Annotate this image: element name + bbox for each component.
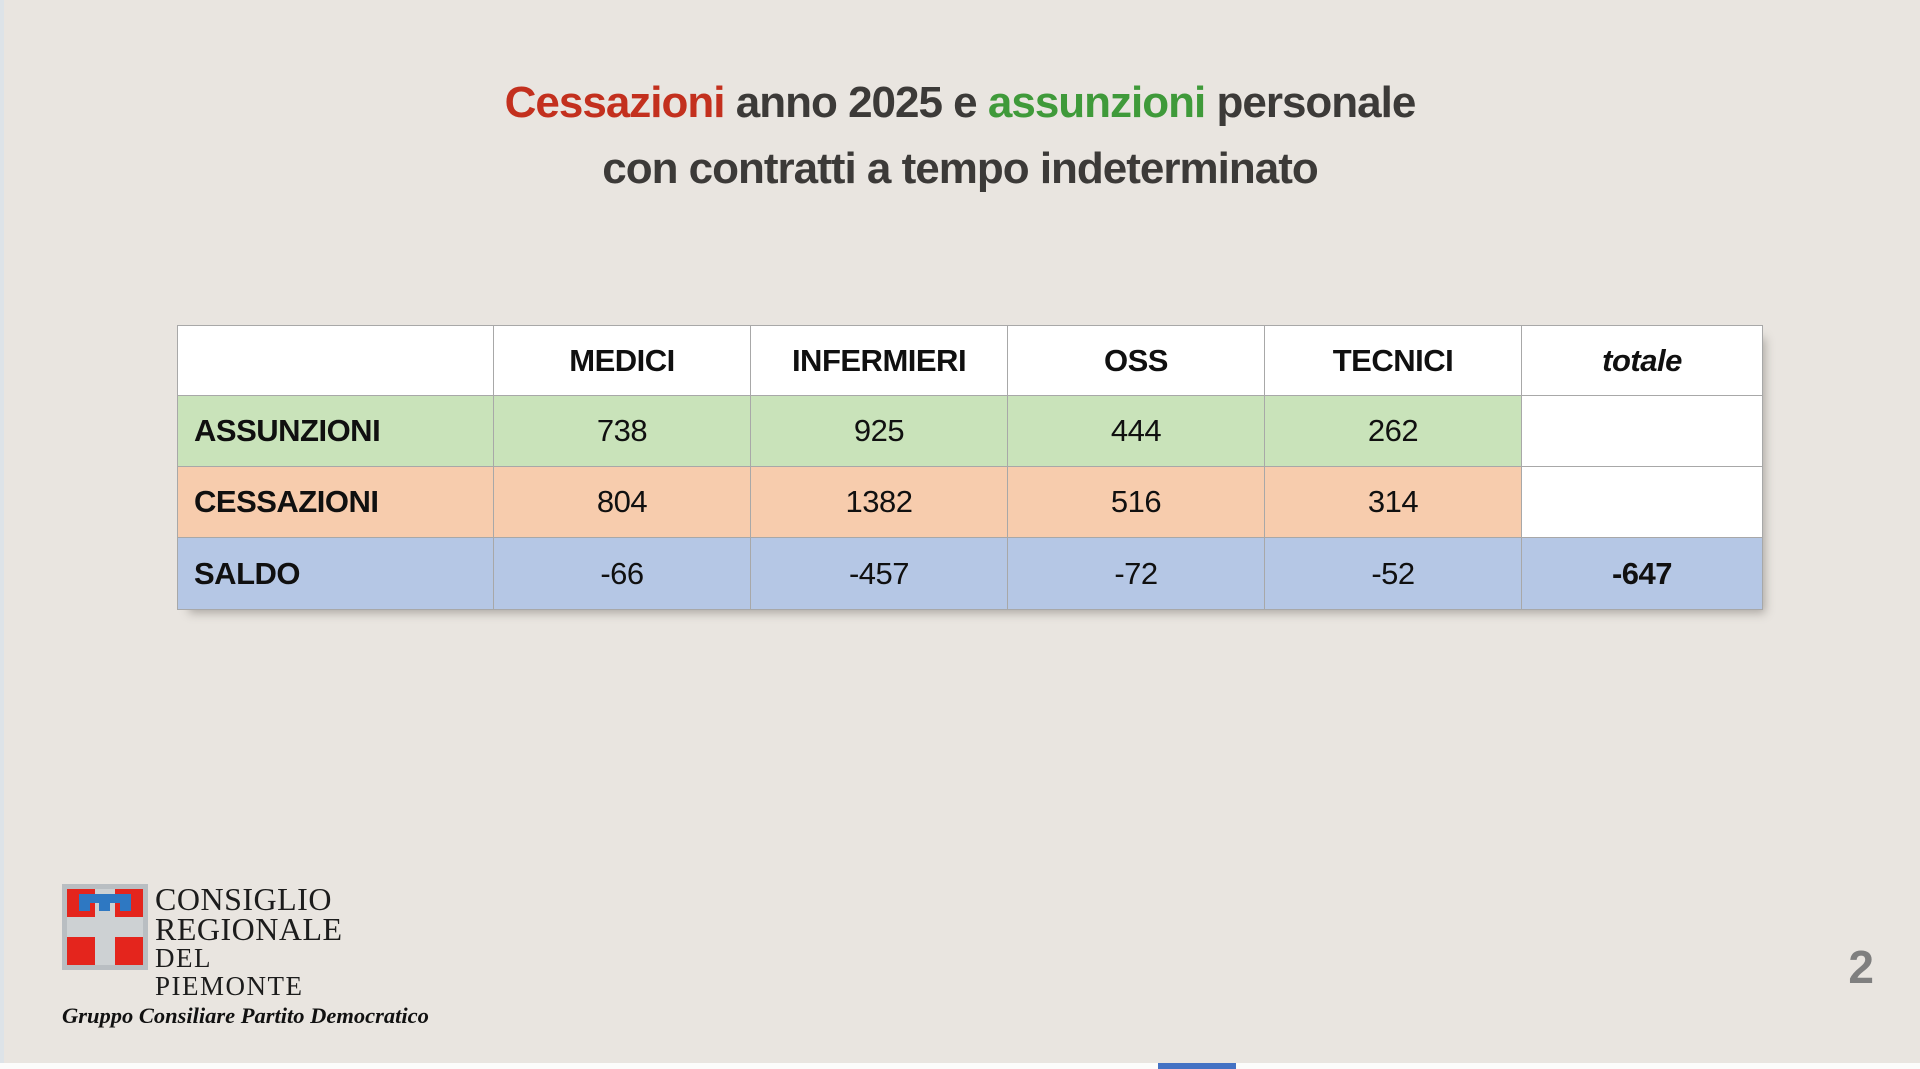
col-header-empty xyxy=(178,326,494,396)
saldo-tecnici-value: -52 xyxy=(1265,538,1522,609)
logo-name-line3: DEL PIEMONTE xyxy=(155,943,304,1001)
logo-group-subtitle: Gruppo Consiliare Partito Democratico xyxy=(62,1003,429,1028)
title-middle-text: anno 2025 e xyxy=(724,78,988,127)
saldo-infermieri-value: -457 xyxy=(751,538,1008,609)
col-header-medici: MEDICI xyxy=(494,326,751,396)
logo-institution-name: CONSIGLIO REGIONALE DEL PIEMONTE xyxy=(155,881,362,1001)
saldo-oss-value: -72 xyxy=(1008,538,1265,609)
piemonte-coat-of-arms-icon xyxy=(62,884,148,970)
cessazioni-totale-value xyxy=(1522,467,1762,538)
consiglio-regionale-logo: CONSIGLIO REGIONALE DEL PIEMONTE Gruppo … xyxy=(62,881,429,1029)
assunzioni-infermieri-value: 925 xyxy=(751,396,1008,467)
slide-title-line2: con contratti a tempo indeterminato xyxy=(602,144,1319,193)
logo-top-block: CONSIGLIO REGIONALE DEL PIEMONTE xyxy=(62,881,362,1001)
assunzioni-medici-value: 738 xyxy=(494,396,751,467)
slide-page-number: 2 xyxy=(1848,941,1874,993)
slide-title: Cessazioni anno 2025 e assunzioni person… xyxy=(0,70,1920,202)
col-header-oss: OSS xyxy=(1008,326,1265,396)
assunzioni-oss-value: 444 xyxy=(1008,396,1265,467)
horizontal-scrollbar-thumb[interactable] xyxy=(1158,1063,1236,1069)
slide-bottom-edge xyxy=(0,1063,1920,1069)
title-word-cessazioni: Cessazioni xyxy=(504,78,726,127)
row-label-saldo: SALDO xyxy=(178,538,494,609)
assunzioni-totale-value xyxy=(1522,396,1762,467)
title-end-text: personale xyxy=(1205,78,1416,127)
col-header-tecnici: TECNICI xyxy=(1265,326,1522,396)
row-label-assunzioni: ASSUNZIONI xyxy=(178,396,494,467)
assunzioni-tecnici-value: 262 xyxy=(1265,396,1522,467)
cessazioni-infermieri-value: 1382 xyxy=(751,467,1008,538)
saldo-totale-value: -647 xyxy=(1522,538,1762,609)
col-header-totale: totale xyxy=(1522,326,1762,396)
title-word-assunzioni: assunzioni xyxy=(987,78,1206,127)
col-header-infermieri: INFERMIERI xyxy=(751,326,1008,396)
logo-name-line1: CONSIGLIO xyxy=(155,881,332,917)
data-table: MEDICI INFERMIERI OSS TECNICI totale ASS… xyxy=(177,325,1763,610)
row-label-cessazioni: CESSAZIONI xyxy=(178,467,494,538)
saldo-medici-value: -66 xyxy=(494,538,751,609)
cessazioni-tecnici-value: 314 xyxy=(1265,467,1522,538)
slide-left-edge xyxy=(0,0,4,1069)
cessazioni-oss-value: 516 xyxy=(1008,467,1265,538)
logo-name-line2: REGIONALE xyxy=(155,911,343,947)
cessazioni-medici-value: 804 xyxy=(494,467,751,538)
slide-title-line1: Cessazioni anno 2025 e assunzioni person… xyxy=(0,70,1920,136)
